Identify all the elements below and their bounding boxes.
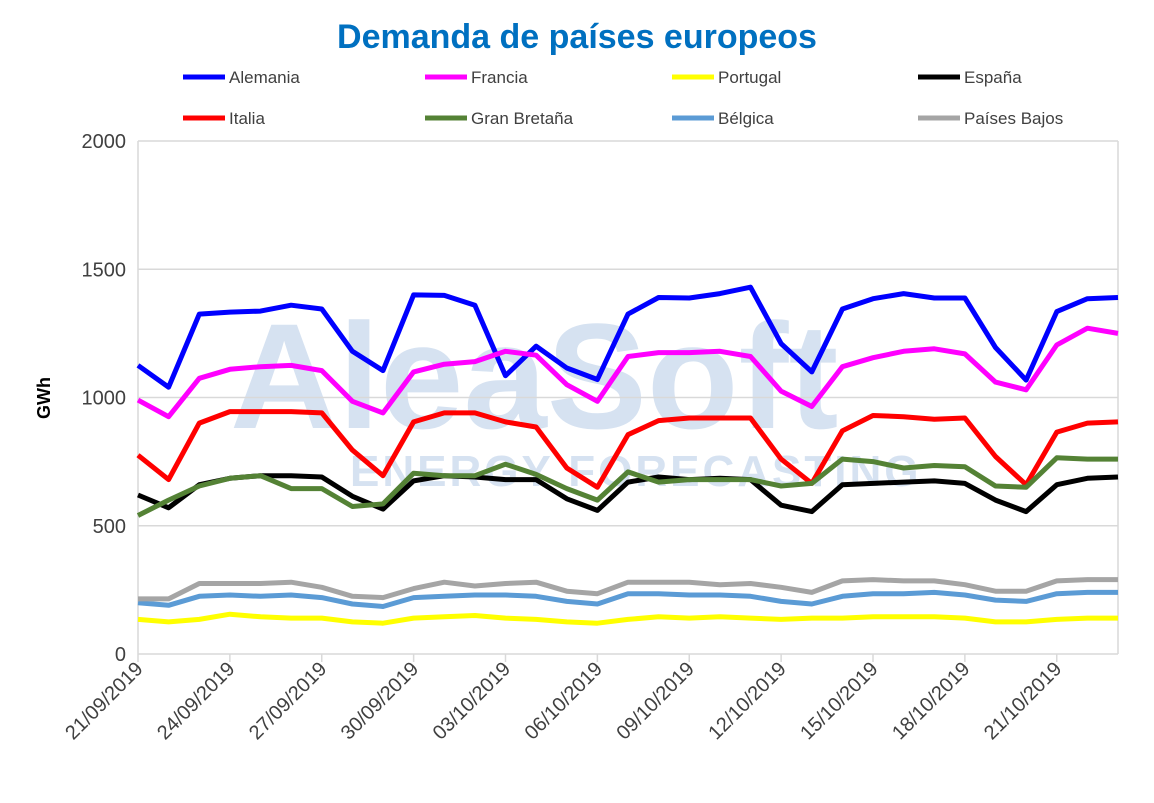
x-tick-label: 30/09/2019: [337, 658, 423, 744]
y-tick-label: 2000: [82, 131, 127, 153]
y-axis-label: GWh: [34, 377, 54, 419]
legend: Alemania Francia Portugal España Italia Gran …: [183, 68, 1063, 128]
y-tick-label: 500: [93, 516, 126, 538]
series-line-alemania: [136, 284, 1119, 390]
legend-label: Bélgica: [718, 109, 774, 128]
legend-label: Alemania: [229, 68, 300, 87]
x-tick-label: 09/10/2019: [612, 658, 698, 744]
series-line-países-bajos: [138, 577, 1118, 602]
x-tick-label: 21/10/2019: [980, 658, 1066, 744]
y-tick-label: 0: [115, 644, 126, 666]
gridlines: [138, 140, 1118, 527]
series-line-bélgica: [137, 589, 1118, 609]
x-tick-label: 18/10/2019: [888, 658, 974, 744]
series-line-españa: [137, 473, 1119, 515]
y-tick-label: 1000: [82, 388, 127, 410]
x-tick-label: 12/10/2019: [704, 658, 790, 744]
x-tick-label: 24/09/2019: [153, 658, 239, 744]
x-tick-label: 27/09/2019: [245, 658, 331, 744]
series-line-italia: [136, 409, 1119, 490]
x-tick-label: 06/10/2019: [521, 658, 607, 744]
series-lines: [136, 284, 1119, 626]
series-line-francia: [136, 325, 1119, 420]
legend-label: Países Bajos: [964, 109, 1063, 128]
x-tick-label: 21/09/2019: [61, 658, 147, 744]
watermark-text: AleaSoft: [230, 292, 838, 460]
legend-label: Italia: [229, 109, 265, 128]
x-tick-label: 03/10/2019: [429, 658, 515, 744]
legend-label: Francia: [471, 68, 528, 87]
series-line-portugal: [137, 611, 1118, 626]
y-tick-label: 1500: [82, 259, 127, 281]
legend-label: Gran Bretaña: [471, 109, 574, 128]
x-tick-label: 15/10/2019: [796, 658, 882, 744]
legend-label: España: [964, 68, 1022, 87]
legend-label: Portugal: [718, 68, 781, 87]
series-line-gran-bretaña: [136, 455, 1118, 518]
chart-title: Demanda de países europeos: [337, 18, 817, 56]
